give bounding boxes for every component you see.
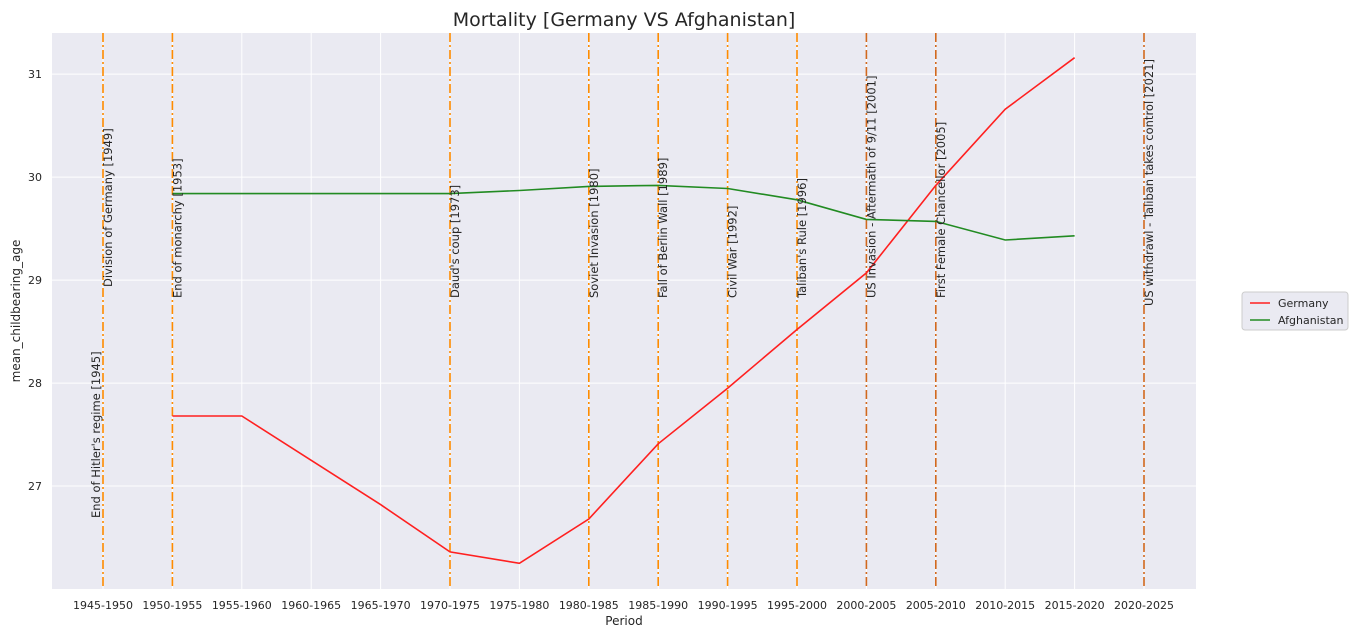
- x-axis-label: Period: [605, 614, 642, 628]
- x-tick-label: 2020-2025: [1114, 599, 1174, 612]
- x-tick-label: 2010-2015: [975, 599, 1035, 612]
- annotation-label: US withdrawl - Taliban takes control [20…: [1142, 59, 1156, 306]
- annotation-label: Division of Germany [1949]: [101, 128, 115, 287]
- x-tick-label: 1985-1990: [628, 599, 688, 612]
- annotation-label: Daud's coup [1973]: [448, 185, 462, 298]
- legend-label: Germany: [1278, 297, 1329, 310]
- annotation-label: US Invasion - Aftermath of 9/11 [2001]: [864, 76, 878, 298]
- x-tick-label: 1990-1995: [698, 599, 758, 612]
- x-tick-label: 1945-1950: [73, 599, 133, 612]
- plot-background: [52, 33, 1196, 589]
- legend-label: Afghanistan: [1278, 314, 1344, 327]
- x-tick-label: 2000-2005: [836, 599, 896, 612]
- y-tick-label: 29: [28, 274, 42, 287]
- x-tick-label: 1975-1980: [489, 599, 549, 612]
- x-tick-label: 1970-1975: [420, 599, 480, 612]
- annotation-label: Taliban's Rule [1996]: [795, 178, 809, 299]
- annotation-label: Civil War [1992]: [726, 206, 740, 298]
- annotation-label: End of Hitler's regime [1945]: [89, 351, 103, 518]
- x-tick-label: 1955-1960: [212, 599, 272, 612]
- x-tick-label: 1960-1965: [281, 599, 341, 612]
- y-axis-label: mean_childbearing_age: [9, 240, 23, 383]
- x-tick-label: 1950-1955: [142, 599, 202, 612]
- x-tick-label: 1995-2000: [767, 599, 827, 612]
- x-tick-label: 1980-1985: [559, 599, 619, 612]
- x-tick-label: 2015-2020: [1045, 599, 1105, 612]
- y-tick-label: 27: [28, 480, 42, 493]
- annotation-label: Soviet Invasion [1980]: [587, 168, 601, 298]
- legend: Germany Afghanistan: [1242, 292, 1348, 330]
- y-tick-label: 31: [28, 68, 42, 81]
- y-tick-label: 30: [28, 171, 42, 184]
- x-tick-label: 2005-2010: [906, 599, 966, 612]
- annotation-label: Fall of Berlin Wall [1989]: [656, 158, 670, 298]
- x-tick-label: 1965-1970: [351, 599, 411, 612]
- annotation-label: First Female Chancellor [2005]: [934, 122, 948, 298]
- chart-title: Mortality [Germany VS Afghanistan]: [453, 9, 796, 31]
- y-tick-label: 28: [28, 377, 42, 390]
- annotation-label: End of monarchy [1953]: [170, 158, 184, 298]
